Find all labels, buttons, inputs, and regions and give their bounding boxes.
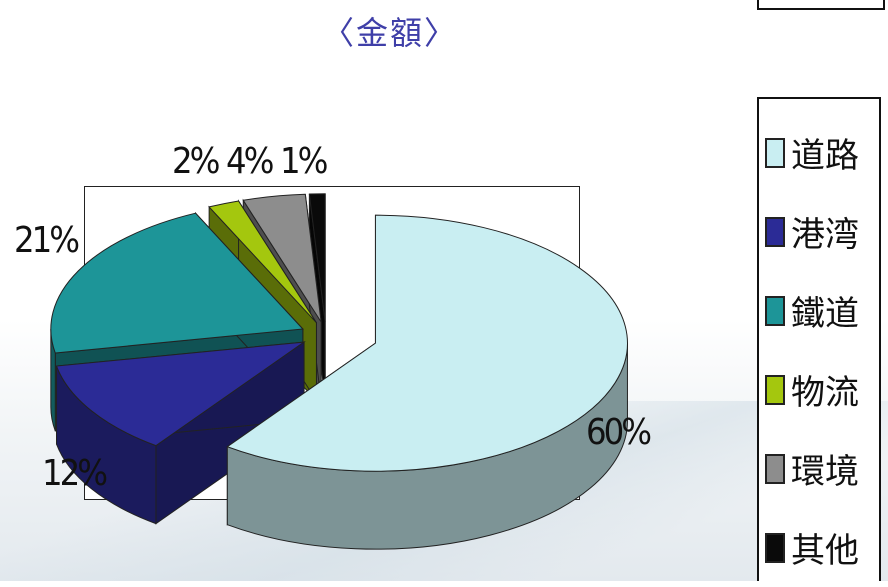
- chart-title: 〈金額〉: [321, 14, 458, 52]
- legend-label: 道路: [791, 136, 859, 176]
- slice-top-港湾: [55, 341, 306, 447]
- slice-top-物流: [208, 200, 317, 324]
- data-label-道路: 60%: [586, 412, 652, 453]
- legend-label: 港湾: [791, 215, 859, 255]
- legend-item-港湾: 港湾: [759, 192, 879, 271]
- legend-swatch: [765, 374, 785, 405]
- legend-item-道路: 道路: [759, 113, 879, 192]
- chart-legend: 道路 港湾 鐵道 物流 環境 其他: [757, 97, 881, 581]
- slice-top-其他: [308, 193, 326, 322]
- legend-item-物流: 物流: [759, 350, 879, 429]
- pie-slice-道路: [226, 214, 628, 550]
- slice-top-環境: [242, 193, 322, 323]
- legend-item-環境: 環境: [759, 429, 879, 508]
- data-label-其他: 1%: [280, 141, 328, 182]
- legend-label: 其他: [791, 531, 859, 571]
- top-right-frame: [757, 0, 885, 10]
- slice-top-道路: [226, 214, 628, 472]
- data-label-鐵道: 21%: [14, 220, 80, 261]
- legend-label: 鐵道: [791, 294, 859, 334]
- data-label-物流: 2%: [172, 141, 220, 182]
- pie-slice-港湾: [55, 341, 306, 525]
- legend-item-其他: 其他: [759, 508, 879, 587]
- legend-label: 物流: [791, 373, 859, 413]
- legend-label: 環境: [791, 452, 859, 492]
- legend-swatch: [765, 453, 785, 484]
- data-label-環境: 4%: [226, 141, 274, 182]
- legend-swatch: [765, 295, 785, 326]
- legend-swatch: [765, 216, 785, 247]
- legend-item-鐵道: 鐵道: [759, 271, 879, 350]
- legend-swatch: [765, 532, 785, 563]
- legend-swatch: [765, 137, 785, 168]
- slice-top-鐵道: [50, 212, 304, 354]
- data-label-港湾: 12%: [42, 453, 108, 494]
